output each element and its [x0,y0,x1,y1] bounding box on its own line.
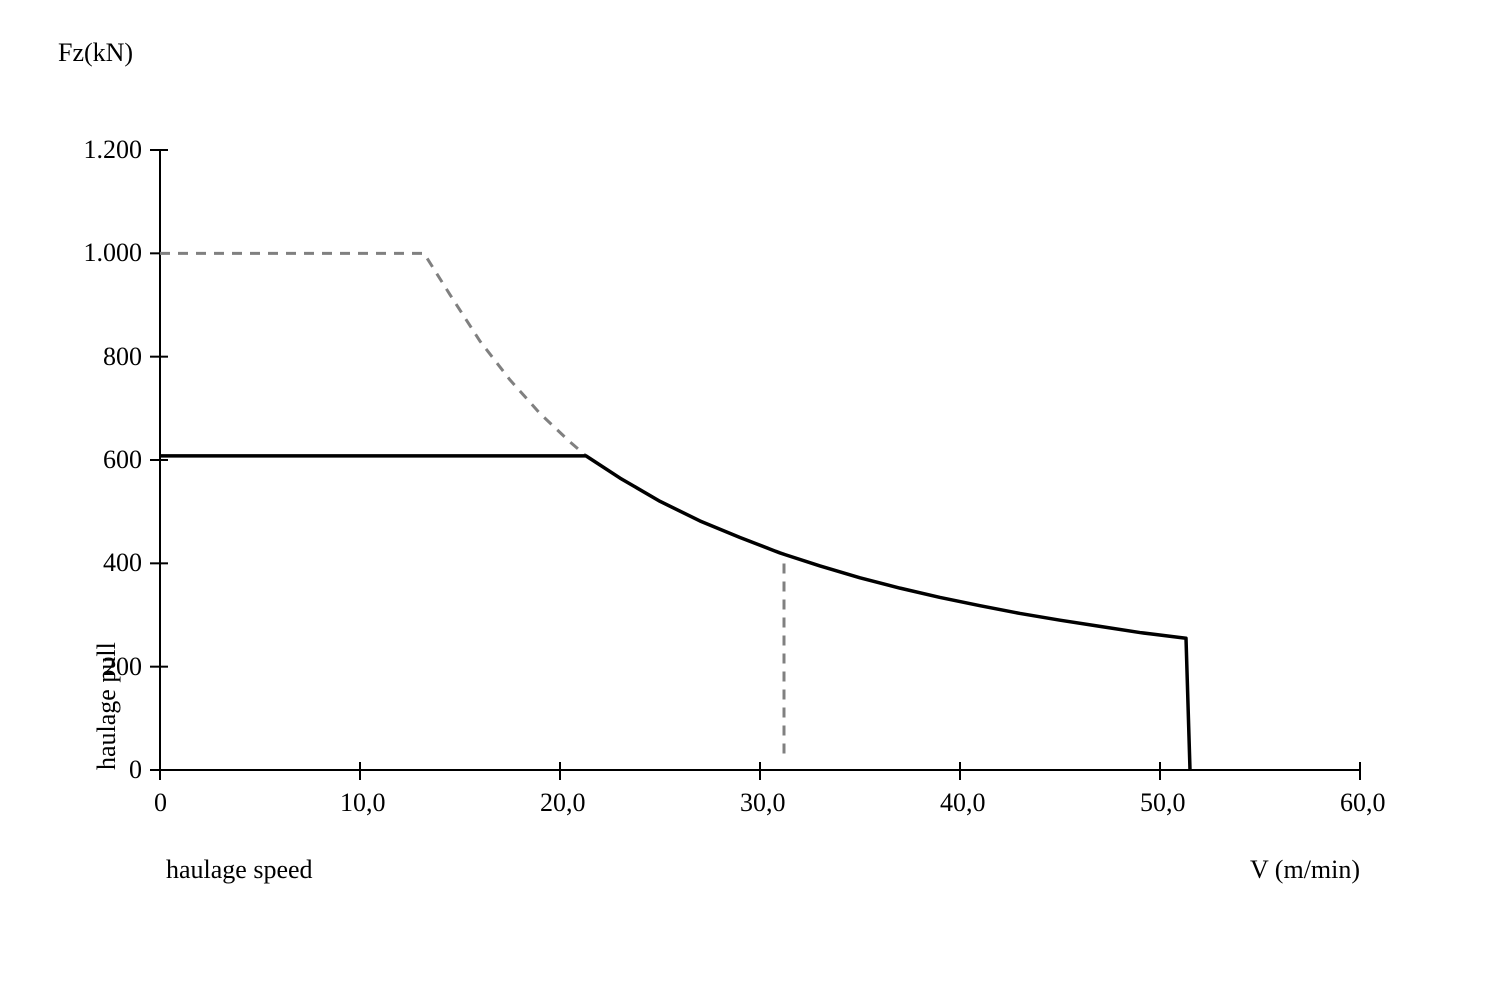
x-tick-label: 10,0 [340,788,386,818]
x-tick-label: 30,0 [740,788,786,818]
series-solid [160,456,1190,770]
y-tick-label: 1.000 [84,238,143,268]
x-tick-label: 50,0 [1140,788,1186,818]
x-tick-label: 0 [154,788,167,818]
chart-container: Fz(kN) haulage pull haulage speed V (m/m… [0,0,1506,988]
x-tick-label: 20,0 [540,788,586,818]
y-tick-label: 400 [103,548,142,578]
series-dashed [160,253,784,759]
y-tick-label: 0 [129,755,142,785]
y-tick-label: 800 [103,342,142,372]
plot-svg [0,0,1506,988]
y-tick-label: 600 [103,445,142,475]
x-tick-label: 60,0 [1340,788,1386,818]
x-tick-label: 40,0 [940,788,986,818]
y-tick-label: 200 [103,652,142,682]
y-tick-label: 1.200 [84,135,143,165]
